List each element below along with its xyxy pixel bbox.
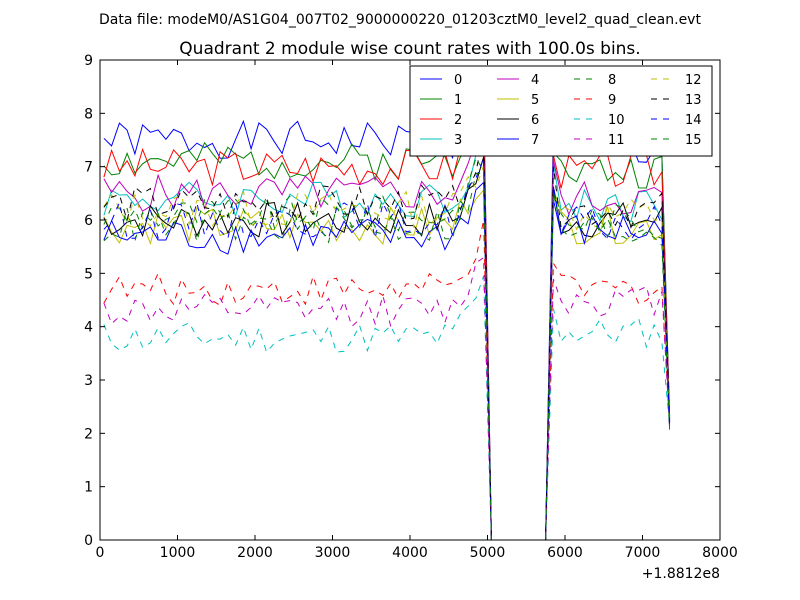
legend-label-2: 2 (454, 113, 462, 128)
series-line-11 (103, 256, 671, 541)
legend-label-3: 3 (454, 133, 462, 148)
series-line-3 (103, 143, 671, 541)
y-tick-label: 0 (84, 533, 93, 549)
series-line-10 (103, 276, 671, 541)
y-tick-label: 2 (84, 426, 93, 442)
legend-label-15: 15 (685, 133, 702, 148)
legend-box (409, 65, 713, 157)
y-tick-label: 3 (84, 373, 93, 389)
x-tick-label: 4000 (392, 545, 428, 561)
series-line-5 (103, 188, 671, 541)
x-tick-label: 0 (96, 545, 105, 561)
legend-label-14: 14 (685, 113, 702, 128)
series-line-13 (103, 132, 671, 541)
legend-label-10: 10 (608, 113, 625, 128)
series-line-14 (103, 158, 671, 541)
series-line-2 (103, 102, 671, 541)
series-layer (103, 88, 671, 541)
x-tick-label: 7000 (625, 545, 661, 561)
y-tick-label: 9 (84, 53, 93, 69)
x-tick-label: 6000 (547, 545, 583, 561)
x-tick-label: 2000 (237, 545, 273, 561)
series-line-4 (103, 138, 671, 541)
y-tick-label: 4 (84, 320, 93, 336)
legend-label-9: 9 (608, 93, 616, 108)
y-tick-label: 6 (84, 213, 93, 229)
legend-label-5: 5 (531, 93, 539, 108)
series-line-9 (103, 220, 671, 541)
x-tick-label: 3000 (315, 545, 351, 561)
legend-label-7: 7 (531, 133, 539, 148)
x-tick-label: 5000 (470, 545, 506, 561)
ticks-layer: 0 1000 2000 3000 4000 5000 6000 7000 80000123456… (84, 53, 738, 561)
legend-label-6: 6 (531, 113, 539, 128)
x-tick-label: 8000 (702, 545, 738, 561)
y-tick-label: 1 (84, 480, 93, 496)
legend-label-4: 4 (531, 73, 539, 88)
x-tick-label: 1000 (160, 545, 196, 561)
series-line-7 (103, 181, 671, 541)
series-line-1 (103, 123, 671, 541)
chart-title: Quadrant 2 module wise count rates with … (179, 39, 640, 59)
y-tick-label: 5 (84, 266, 93, 282)
series-line-12 (103, 165, 671, 541)
legend-label-1: 1 (454, 93, 462, 108)
series-line-6 (103, 156, 671, 541)
legend-label-12: 12 (685, 73, 702, 88)
series-line-15 (103, 172, 671, 541)
legend-label-11: 11 (608, 133, 625, 148)
legend-label-0: 0 (454, 73, 462, 88)
series-line-0 (103, 88, 671, 541)
x-offset-label: +1.8812e8 (642, 566, 720, 582)
series-line-8 (103, 157, 671, 541)
legend-label-13: 13 (685, 93, 702, 108)
data-file-label: Data file: modeM0/AS1G04_007T02_90000002… (99, 12, 701, 28)
y-tick-label: 8 (84, 106, 93, 122)
y-tick-label: 7 (84, 160, 93, 176)
legend-label-8: 8 (608, 73, 616, 88)
